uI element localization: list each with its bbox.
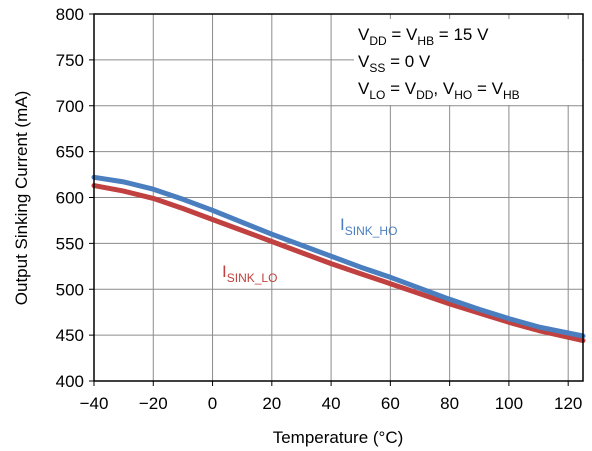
y-tick-label: 550 [56,234,84,253]
y-tick-label: 650 [56,143,84,162]
x-tick-label: 0 [208,394,217,413]
series-label-sink-lo: ISINK_LO [222,262,277,285]
x-tick-label: 20 [262,394,281,413]
y-tick-label: 800 [56,5,84,24]
x-tick-label: 60 [381,394,400,413]
annotation-conditions: VDD = VHB = 15 V VSS = 0 V VLO = VDD, VH… [354,19,582,105]
y-tick-label: 700 [56,97,84,116]
x-axis-title: Temperature (°C) [273,428,404,447]
annotation-line-2: VSS = 0 V [358,52,431,75]
y-tick-label: 750 [56,51,84,70]
x-tick-label: −20 [139,394,168,413]
series-line-sink-lo [91,183,586,344]
x-tick-label: −40 [80,394,109,413]
y-axis-title: Output Sinking Current (mA) [12,91,31,305]
y-tick-label: 450 [56,326,84,345]
y-tick-label: 600 [56,189,84,208]
annotation-line-1: VDD = VHB = 15 V [358,25,489,48]
x-tick-label: 40 [322,394,341,413]
x-tick-label: 120 [554,394,582,413]
annotation-background [354,19,582,105]
x-tick-label: 100 [495,394,523,413]
annotation-line-3: VLO = VDD, VHO = VHB [358,79,520,102]
y-tick-label: 500 [56,280,84,299]
y-tick-label: 400 [56,372,84,391]
x-tick-label: 80 [440,394,459,413]
series-line-sink-ho [91,174,586,339]
ticks: −40 −20 0 20 40 60 80 100 120 400 450 500 550 600 650 7… [56,5,583,413]
series-label-sink-ho: ISINK_HO [340,215,397,238]
series-layer [91,174,586,344]
